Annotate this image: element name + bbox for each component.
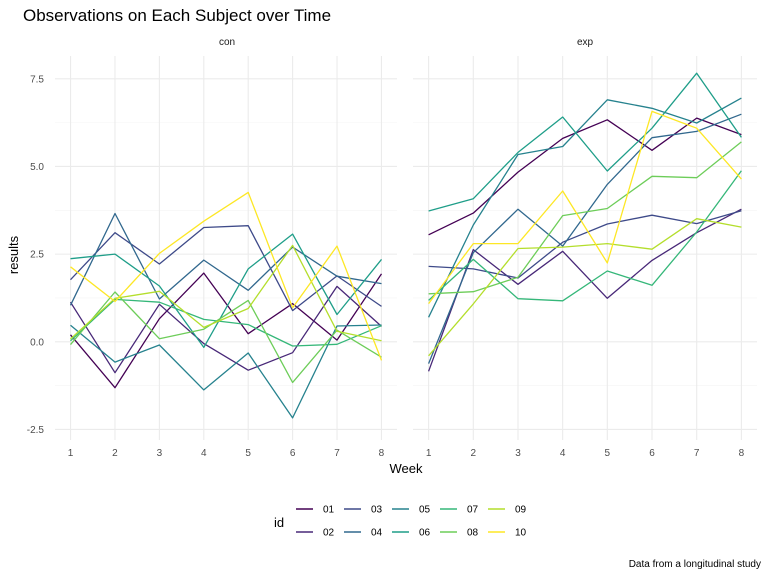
legend-title: id <box>274 515 284 530</box>
series-line-exp-10 <box>428 110 742 304</box>
legend-label-04: 04 <box>371 528 383 539</box>
chart-title: Observations on Each Subject over Time <box>23 6 331 25</box>
series-line-exp-08 <box>428 141 742 295</box>
x-axis-title: Week <box>390 461 423 476</box>
series-line-exp-07 <box>428 170 742 302</box>
legend-label-02: 02 <box>323 528 335 539</box>
x-tick-label: 7 <box>334 448 340 459</box>
legend-label-09: 09 <box>515 505 527 516</box>
x-tick-label: 8 <box>739 448 745 459</box>
series-line-con-08 <box>70 291 382 384</box>
legend-label-10: 10 <box>515 528 527 539</box>
facet-con: con 1 2 3 4 5 6 7 8 <box>55 37 397 459</box>
panel-con-x-ticks: 1 2 3 4 5 6 7 8 <box>68 448 385 459</box>
legend-label-03: 03 <box>371 505 383 516</box>
legend-label-06: 06 <box>419 528 431 539</box>
x-tick-label: 6 <box>290 448 296 459</box>
x-tick-label: 5 <box>605 448 611 459</box>
y-axis-title: results <box>6 235 21 274</box>
x-tick-label: 4 <box>560 448 566 459</box>
x-tick-label: 1 <box>426 448 432 459</box>
legend-label-07: 07 <box>467 505 479 516</box>
legend-label-08: 08 <box>467 528 479 539</box>
series-line-con-03 <box>70 225 382 312</box>
y-axis-ticks: -2.5 0.0 2.5 5.0 7.5 <box>27 74 45 436</box>
x-tick-label: 3 <box>515 448 521 459</box>
y-tick-label: 7.5 <box>30 74 44 85</box>
series-line-exp-02 <box>427 208 742 372</box>
x-tick-label: 2 <box>112 448 118 459</box>
x-tick-label: 4 <box>201 448 207 459</box>
y-tick-label: -2.5 <box>27 425 45 436</box>
series-line-con-01 <box>70 272 383 389</box>
series-line-con-05 <box>70 324 382 419</box>
facet-exp: exp 1 2 3 4 5 6 7 8 <box>413 37 757 459</box>
x-tick-label: 1 <box>68 448 74 459</box>
series-line-exp-03 <box>428 210 742 279</box>
panel-exp-grid <box>413 56 757 440</box>
y-tick-label: 0.0 <box>30 337 44 348</box>
x-tick-label: 2 <box>471 448 477 459</box>
caption: Data from a longitudinal study <box>629 559 761 570</box>
panel-exp-x-ticks: 1 2 3 4 5 6 7 8 <box>426 448 745 459</box>
facet-label-con: con <box>219 37 235 48</box>
panel-con-grid <box>55 56 397 440</box>
x-tick-label: 3 <box>157 448 163 459</box>
x-tick-label: 7 <box>694 448 700 459</box>
series-line-con-10 <box>70 191 383 361</box>
legend-label-05: 05 <box>419 505 431 516</box>
y-tick-label: 2.5 <box>30 250 44 261</box>
series-line-exp-04 <box>427 113 742 364</box>
panel-con-series <box>69 191 383 419</box>
x-tick-label: 8 <box>379 448 385 459</box>
series-line-con-06 <box>70 233 383 349</box>
panel-exp-series <box>427 72 742 372</box>
series-line-exp-01 <box>428 117 742 236</box>
series-line-exp-05 <box>428 97 742 318</box>
x-tick-label: 6 <box>649 448 655 459</box>
facet-label-exp: exp <box>577 37 594 48</box>
x-tick-label: 5 <box>245 448 251 459</box>
legend-label-01: 01 <box>323 505 335 516</box>
series-line-con-02 <box>69 285 382 374</box>
legend-items: 01 02 03 04 05 06 07 08 09 10 <box>296 505 527 539</box>
legend: id 01 02 03 04 05 06 07 08 09 10 <box>274 505 527 539</box>
series-line-con-09 <box>70 244 382 342</box>
series-line-exp-09 <box>428 218 742 357</box>
series-line-exp-06 <box>428 72 742 212</box>
y-tick-label: 5.0 <box>30 162 44 173</box>
series-line-con-04 <box>69 212 382 306</box>
